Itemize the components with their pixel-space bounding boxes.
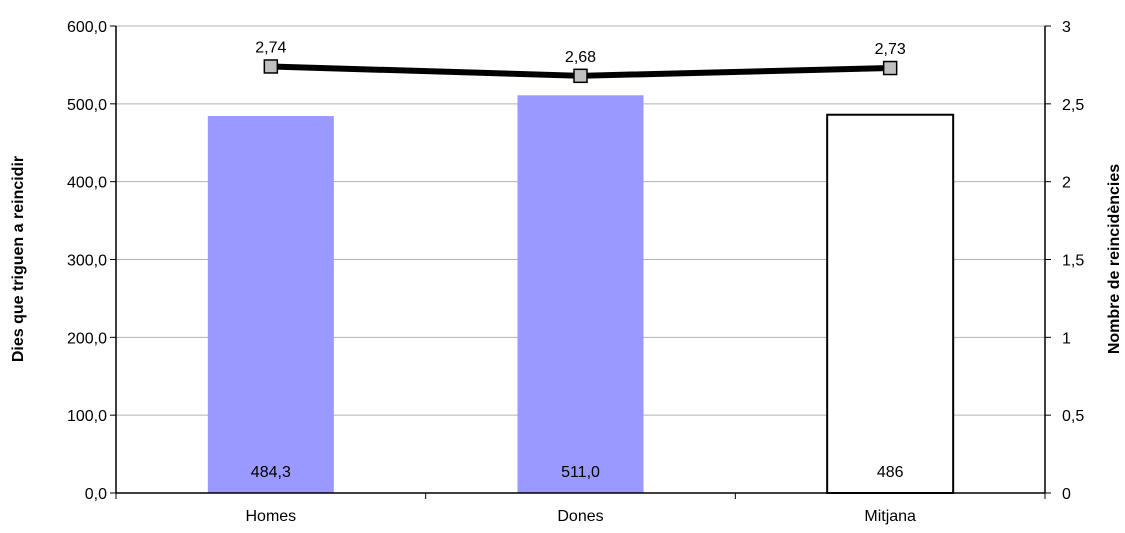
line-value-label: 2,73	[875, 41, 906, 58]
x-tick-label: Mitjana	[864, 508, 916, 525]
y2-tick-label: 1,5	[1062, 253, 1084, 270]
y-tick-label: 300,0	[67, 253, 107, 270]
y-tick-label: 0,0	[85, 486, 107, 503]
bar-value-label: 511,0	[561, 464, 600, 481]
bar-mitjana	[826, 113, 955, 494]
y-tick-label: 100,0	[67, 408, 107, 425]
bar-value-label: 486	[877, 464, 904, 481]
x-tick-label: Dones	[557, 508, 603, 525]
line-value-label: 2,68	[565, 49, 596, 66]
bars	[207, 95, 955, 494]
line-marker	[573, 68, 588, 84]
line-marker	[882, 60, 898, 76]
axes: 0,0 100,0 200,0 300,0 400,0 500,0 600,0 0 0,5 1 1,…	[67, 19, 1084, 525]
y2-tick-label: 3	[1062, 19, 1071, 36]
y2-tick-label: 2	[1062, 175, 1071, 192]
line-marker	[263, 59, 279, 74]
line-series	[263, 59, 898, 84]
bar-homes	[207, 116, 334, 494]
bar-dones	[517, 95, 644, 493]
y2-tick-label: 2,5	[1062, 97, 1084, 114]
y-tick-label: 200,0	[67, 330, 107, 347]
data-labels: 484,3 511,0 486 2,74 2,68 2,73	[251, 39, 906, 481]
bar-value-label: 484,3	[251, 464, 291, 481]
y-tick-label: 600,0	[67, 19, 107, 36]
y2-tick-label: 1	[1062, 330, 1071, 347]
x-tick-label: Homes	[245, 508, 296, 525]
y-tick-label: 500,0	[67, 97, 107, 114]
line-value-label: 2,74	[255, 39, 286, 56]
y-tick-label: 400,0	[67, 175, 107, 192]
y2-tick-label: 0,5	[1062, 408, 1084, 425]
y-axis-title: Dies que triguen a reincidir	[10, 156, 27, 362]
y2-axis-title: Nombre de reincidències	[1106, 164, 1123, 354]
y2-tick-label: 0	[1062, 486, 1071, 503]
